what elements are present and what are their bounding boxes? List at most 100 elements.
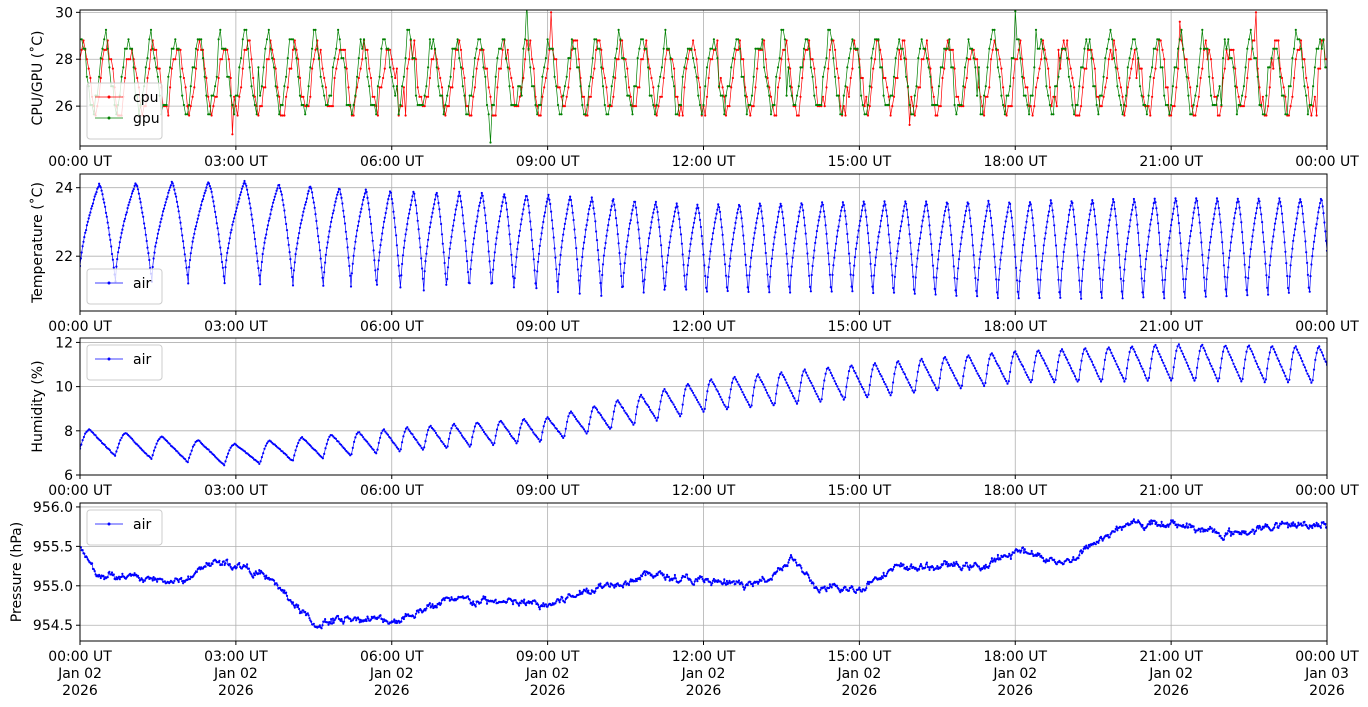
data-point [1223, 38, 1226, 41]
data-point [1102, 368, 1105, 371]
data-point [1103, 259, 1106, 262]
data-point [1308, 290, 1311, 293]
data-point [169, 66, 172, 69]
data-point [673, 67, 676, 70]
data-point [586, 430, 590, 433]
data-point [1287, 114, 1290, 117]
data-point [1294, 58, 1297, 61]
data-point [742, 58, 745, 61]
data-point [358, 431, 361, 434]
data-point [457, 195, 460, 198]
data-point [151, 579, 154, 582]
data-point [1052, 95, 1055, 98]
data-point [343, 215, 346, 218]
data-point [566, 208, 569, 211]
data-point [1202, 47, 1206, 50]
data-point [545, 417, 548, 420]
data-point [724, 583, 728, 586]
data-point [544, 205, 548, 208]
data-point [1197, 357, 1200, 360]
data-point [384, 211, 387, 215]
data-point [678, 218, 681, 221]
data-point [1291, 95, 1294, 98]
data-point [932, 276, 935, 279]
data-point [472, 243, 475, 246]
data-point [717, 203, 720, 206]
data-point [376, 448, 379, 451]
data-point [1133, 48, 1136, 52]
data-point [888, 391, 891, 394]
data-point [349, 103, 352, 107]
data-point [948, 38, 951, 41]
data-point [1298, 201, 1301, 204]
data-point [652, 86, 655, 89]
data-point [1123, 268, 1126, 271]
data-point [402, 86, 405, 89]
data-point [220, 58, 224, 61]
x-tick-label: 03:00 UT [204, 483, 268, 499]
x-tick-label: 12:00 UT [672, 154, 736, 170]
data-point [570, 204, 574, 207]
data-point [221, 266, 224, 269]
data-point [558, 601, 561, 604]
data-point [999, 258, 1002, 261]
data-point [1315, 223, 1318, 226]
data-point [753, 231, 756, 234]
data-point [240, 191, 243, 194]
data-point [349, 274, 352, 277]
data-point [1126, 86, 1129, 89]
data-point [446, 266, 450, 269]
data-point [640, 269, 644, 272]
data-point [1047, 210, 1051, 213]
data-point [152, 257, 155, 260]
data-point [915, 105, 918, 108]
data-point [514, 265, 517, 268]
data-point [349, 617, 352, 620]
data-point [931, 86, 934, 89]
data-point [1309, 378, 1312, 381]
data-point [130, 195, 133, 198]
data-point [148, 258, 151, 262]
data-point [1066, 225, 1069, 228]
data-point [324, 261, 327, 264]
data-point [505, 57, 508, 60]
data-point [700, 113, 703, 116]
data-point [1279, 363, 1282, 366]
data-point [848, 262, 851, 265]
data-point [879, 373, 882, 376]
data-point [473, 231, 476, 234]
data-point [167, 191, 170, 194]
data-point [698, 403, 701, 406]
data-point [372, 448, 375, 451]
data-point [815, 236, 818, 239]
data-point [651, 216, 654, 219]
y-tick-label: 30 [55, 5, 73, 21]
data-point [951, 66, 955, 69]
data-point [435, 66, 438, 69]
data-point [1055, 255, 1058, 258]
data-point [600, 48, 603, 52]
data-point [92, 198, 95, 201]
data-point [1184, 358, 1187, 361]
data-point [247, 197, 250, 200]
data-point [675, 408, 678, 411]
data-point [801, 66, 804, 69]
data-point [444, 114, 447, 117]
data-point [433, 429, 436, 432]
data-point [866, 232, 870, 235]
data-point [905, 202, 908, 205]
data-point [1081, 86, 1084, 89]
data-point [1196, 105, 1199, 108]
data-point [1116, 85, 1119, 88]
data-point [428, 226, 431, 229]
data-point [427, 95, 430, 98]
data-point [1152, 76, 1155, 80]
data-point [360, 434, 363, 437]
data-point [755, 375, 758, 378]
data-point [673, 577, 676, 580]
data-point [421, 103, 424, 107]
data-point [964, 359, 968, 362]
data-point [1014, 255, 1017, 258]
data-point [115, 450, 118, 453]
data-point [976, 372, 979, 375]
